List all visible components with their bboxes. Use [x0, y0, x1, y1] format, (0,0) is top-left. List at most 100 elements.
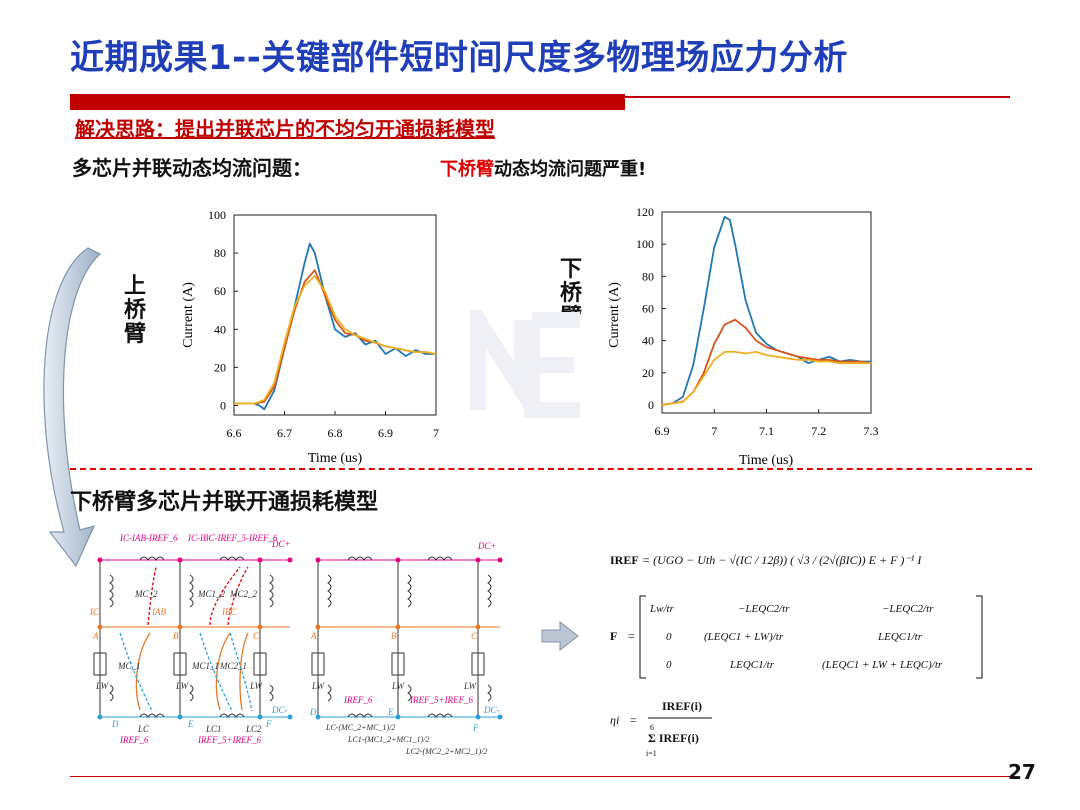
bottom-current-2: IREF_5+IREF_6 — [197, 735, 262, 745]
eq-label-1: LC-(MC_2+MC_1)/2 — [325, 723, 395, 732]
severe-note: 下桥臂动态均流问题严重! — [440, 155, 646, 181]
x-tick-label: 7.1 — [759, 424, 774, 438]
title-red-line — [625, 96, 1010, 98]
y-tick-label: 80 — [642, 269, 654, 283]
y-tick-label: 100 — [636, 237, 654, 251]
title-red-bar — [70, 94, 625, 110]
f-m12: −LEQC2/tr — [738, 603, 790, 615]
dc-minus-left: DC- — [271, 705, 288, 715]
y-tick-label: 60 — [642, 301, 654, 315]
bottom-current-1: IREF_6 — [119, 735, 149, 745]
dc-plus-left: DC+ — [271, 539, 291, 549]
eq-label-3: LC2-(MC2_2+MC2_1)/2 — [405, 747, 487, 756]
y-tick-label: 20 — [214, 360, 226, 374]
x-tick-label: 6.6 — [227, 426, 242, 440]
problem-heading: 多芯片并联动态均流问题： — [72, 156, 312, 180]
f-m33: (LEQC1 + LW + LEQC)/tr — [822, 659, 943, 671]
node-d-right: D — [309, 707, 317, 717]
node-a: A — [92, 631, 99, 641]
y-tick-label: 20 — [642, 366, 654, 380]
series-line-3 — [661, 350, 871, 406]
dc-plus-right: DC+ — [477, 541, 497, 551]
bottom-current-right-2: IREF_5+IREF_6 — [409, 695, 474, 705]
y-tick-label: 40 — [214, 322, 226, 336]
y-tick-label: 120 — [636, 205, 654, 219]
y-tick-label: 60 — [214, 284, 226, 298]
x-tick-label: 6.8 — [328, 426, 343, 440]
series-line-1 — [234, 242, 436, 411]
x-tick-label: 7.3 — [864, 424, 879, 438]
series-line-2 — [661, 318, 872, 406]
curved-arrow — [43, 247, 102, 568]
y-tick-label: 0 — [648, 398, 654, 412]
eq-label-2: LC1-(MC1_2+MC1_1)/2 — [347, 735, 429, 744]
series-line-2 — [234, 269, 437, 405]
y-tick-label: 40 — [642, 334, 654, 348]
top-current-label-2: IC-IBC-IREF_5-IREF_6 — [187, 533, 278, 543]
section-divider — [70, 468, 1032, 470]
eta-denominator: Σ IREF(i) — [648, 731, 699, 745]
node-b: B — [173, 631, 179, 641]
node-a-right: A — [310, 631, 317, 641]
lw-3: LW — [249, 681, 264, 691]
page-title: 近期成果1--关键部件短时间尺度多物理场应力分析 — [70, 38, 848, 78]
f-m21: 0 — [666, 631, 672, 643]
circuit-diagram: IC-IAB-IREF_6 IC-IBC-IREF_5-IREF_6 DC+ D… — [89, 533, 503, 756]
lw-4: LW — [311, 681, 326, 691]
x-axis-label: Time (us) — [739, 453, 794, 468]
lw-5: LW — [391, 681, 406, 691]
node-f-right: F — [472, 723, 479, 733]
inductor-lc2: LC2 — [245, 724, 262, 734]
eta-sum-top: 6 — [650, 723, 654, 732]
page-number: 27 — [1008, 760, 1036, 784]
chart-lower-arm: 6.9 7 7.1 7.2 7.3 0 20 40 60 80 100 120 Time (us) C… — [607, 205, 879, 468]
dc-minus-right: DC- — [483, 705, 500, 715]
f-m31: 0 — [666, 659, 672, 671]
approach-heading: 解决思路：提出并联芯片的不均匀开通损耗模型 — [75, 117, 495, 141]
f-m32: LEQC1/tr — [729, 659, 775, 671]
y-axis-label: Current (A) — [181, 282, 196, 348]
f-m11: Lw/tr — [649, 603, 675, 615]
model-heading: 下桥臂多芯片并联开通损耗模型 — [70, 490, 379, 515]
x-tick-label: 6.9 — [378, 426, 393, 440]
mutual-mc1-1: MC1_1 — [191, 661, 219, 671]
node-e-right: E — [387, 707, 394, 717]
node-c: C — [253, 631, 260, 641]
f-equals: = — [628, 629, 635, 643]
footer-line — [70, 776, 1015, 777]
f-m23: LEQC1/tr — [877, 631, 923, 643]
severe-rest: 动态均流问题严重! — [494, 159, 647, 180]
eta-numerator: IREF(i) — [662, 699, 702, 713]
f-lhs: F — [610, 629, 617, 643]
x-tick-label: 7 — [711, 424, 717, 438]
top-current-label-1: IC-IAB-IREF_6 — [119, 533, 178, 543]
equation-panel: IREF = (UGO − Uth − √(IC / 12β)) ( √3 / … — [610, 553, 983, 758]
x-tick-label: 6.7 — [277, 426, 292, 440]
f-m13: −LEQC2/tr — [882, 603, 934, 615]
upper-arm-label: 上桥臂 — [123, 274, 146, 347]
iref-lhs: IREF — [610, 553, 639, 567]
mutual-mc1: MC_1 — [117, 661, 141, 671]
bottom-current-right-1: IREF_6 — [343, 695, 373, 705]
iref-rhs: = (UGO − Uth − √(IC / 12β)) ( √3 / (2√(β… — [642, 553, 922, 567]
y-tick-label: 100 — [208, 208, 226, 222]
lw-1: LW — [95, 681, 110, 691]
x-axis-label: Time (us) — [308, 451, 363, 466]
x-tick-label: 7.2 — [811, 424, 826, 438]
y-tick-label: 0 — [220, 398, 226, 412]
current-iab: IAB — [151, 607, 166, 617]
inductor-lc: LC — [137, 724, 150, 734]
mutual-mc1-2: MC1_2 — [197, 589, 226, 599]
mutual-mc2-2: MC2_2 — [229, 589, 258, 599]
x-tick-label: 6.9 — [655, 424, 670, 438]
series-line-3 — [234, 275, 437, 405]
node-d: D — [111, 719, 119, 729]
mutual-mc2-1: MC2_1 — [219, 661, 247, 671]
node-f: F — [265, 719, 272, 729]
f-m22: (LEQC1 + LW)/tr — [704, 631, 784, 643]
watermark-logo — [470, 310, 580, 418]
mutual-mc2: MC_2 — [134, 589, 158, 599]
eta-sum-bottom: i=1 — [646, 749, 657, 758]
series-line-1 — [661, 215, 871, 406]
node-b-right: B — [391, 631, 397, 641]
